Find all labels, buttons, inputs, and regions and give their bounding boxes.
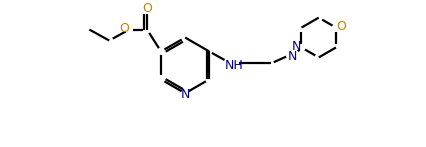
Text: O: O (119, 22, 129, 35)
Text: O: O (142, 2, 152, 15)
Text: NH: NH (225, 59, 244, 72)
Text: N: N (292, 40, 301, 53)
Text: N: N (181, 88, 190, 101)
Text: O: O (336, 20, 346, 33)
Text: N: N (288, 50, 297, 63)
